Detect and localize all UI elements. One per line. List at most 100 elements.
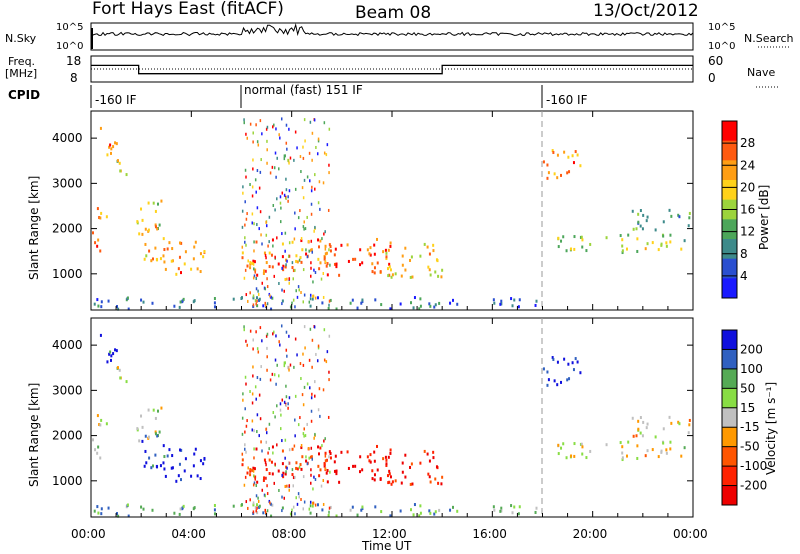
colorbar-tick-label: 100 [740, 362, 763, 376]
echo-cell [288, 277, 291, 281]
echo-cell [141, 232, 144, 236]
echo-cell [373, 450, 376, 454]
echo-cell [264, 494, 267, 498]
echo-cell [247, 299, 249, 303]
echo-cell [310, 446, 313, 450]
echo-cell [256, 299, 258, 303]
echo-cell [359, 455, 362, 459]
echo-cell [322, 181, 325, 185]
echo-cell [241, 245, 244, 249]
echo-cell [662, 441, 665, 445]
echo-cell [249, 122, 252, 126]
power-echo-cells [91, 117, 691, 311]
echo-cell [319, 261, 322, 265]
echo-cell [213, 305, 216, 309]
echo-cell [244, 236, 246, 240]
echo-cell [385, 251, 388, 255]
echo-cell [261, 281, 264, 285]
echo-cell [151, 464, 154, 468]
echo-cell [308, 358, 311, 362]
echo-cell [373, 473, 376, 477]
echo-cell [310, 274, 312, 278]
echo-cell [265, 334, 268, 338]
echo-cell [556, 153, 559, 157]
echo-cell [246, 264, 249, 268]
echo-cell [241, 416, 244, 420]
echo-cell [299, 256, 302, 260]
nave-tick-bottom: 0 [708, 71, 716, 85]
echo-cell [388, 472, 391, 476]
echo-cell [323, 358, 326, 362]
echo-cell [175, 479, 178, 483]
echo-cell [283, 400, 286, 404]
x-tick-label: 00:00 [71, 527, 106, 541]
echo-cell [140, 207, 143, 211]
colorbar-swatch [722, 121, 737, 142]
echo-cell [147, 408, 150, 412]
echo-cell [576, 153, 579, 157]
echo-cell [432, 243, 435, 247]
echo-cell [412, 306, 415, 310]
echo-cell [154, 432, 157, 436]
echo-cell [418, 307, 421, 311]
echo-cell [110, 354, 113, 358]
echo-cell [253, 474, 255, 478]
echo-cell [303, 178, 306, 182]
echo-cell [409, 258, 412, 262]
echo-cell [252, 347, 254, 351]
echo-cell [115, 142, 118, 146]
echo-cell [180, 271, 183, 275]
echo-cell [328, 510, 330, 514]
echo-cell [284, 249, 286, 253]
echo-cell [310, 239, 313, 243]
echo-cell [259, 210, 262, 214]
echo-cell [322, 478, 325, 482]
echo-cell [563, 357, 566, 361]
echo-cell [291, 266, 294, 270]
echo-cell [636, 456, 639, 460]
echo-cell [141, 439, 144, 443]
echo-cell [100, 418, 103, 422]
echo-cell [385, 255, 388, 259]
echo-cell [274, 462, 276, 466]
echo-cell [241, 458, 244, 462]
echo-cell [279, 195, 282, 199]
echo-cell [99, 456, 102, 460]
echo-cell [291, 473, 294, 477]
echo-cell [192, 507, 195, 511]
y-tick-label: 1000 [52, 267, 83, 281]
echo-cell [371, 262, 374, 266]
echo-cell [389, 448, 392, 452]
echo-cell [268, 240, 270, 244]
echo-cell [155, 257, 158, 261]
echo-cell [253, 222, 255, 226]
echo-cell [253, 267, 255, 271]
echo-cell [585, 249, 588, 253]
echo-cell [322, 271, 325, 275]
echo-cell [245, 424, 248, 428]
echo-cell [286, 484, 288, 488]
echo-cell [96, 244, 99, 248]
echo-cell [310, 473, 312, 477]
echo-cell [619, 441, 622, 445]
echo-cell [301, 393, 304, 397]
echo-cell [289, 156, 292, 160]
echo-cell [352, 464, 355, 468]
echo-cell [306, 255, 309, 259]
echo-cell [184, 250, 187, 254]
power-ylabel: Slant Range [km] [27, 176, 41, 280]
echo-cell [118, 368, 121, 372]
echo-cell [295, 461, 298, 465]
echo-cell [386, 474, 389, 478]
echo-cell [280, 413, 282, 417]
echo-cell [665, 244, 668, 248]
echo-cell [278, 488, 280, 492]
echo-cell [258, 227, 260, 231]
echo-cell [266, 125, 269, 129]
echo-cell [429, 304, 432, 308]
echo-cell [285, 177, 287, 181]
echo-cell [267, 451, 269, 455]
echo-cell [275, 175, 277, 179]
echo-cell [304, 346, 306, 350]
echo-cell [456, 509, 459, 513]
